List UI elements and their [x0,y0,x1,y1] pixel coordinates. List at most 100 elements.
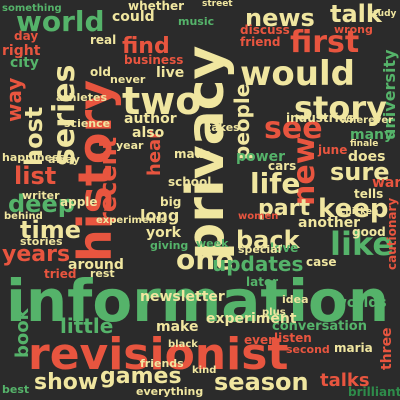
word-live: live [156,65,185,81]
word-industries: industries [286,111,354,125]
word-away: away [48,153,80,166]
word-time: time [20,216,81,244]
word-many: many [350,127,394,143]
word-one: one [176,243,235,276]
word-second: second [286,343,330,356]
word-experiments: experiments [96,215,167,226]
word-make: make [156,319,199,335]
word-friend: friend [240,35,281,49]
word-wherever: wherever [340,115,394,126]
word-book: book [12,308,33,358]
word-school: school [168,175,212,189]
word-information: information [6,267,390,335]
word-author: author [124,111,177,127]
word-keep: keep [318,194,389,224]
word-revisionist: revisionist [28,329,289,380]
word-also: also [132,125,165,141]
word-athletes: athletes [56,91,108,104]
word-science: science [64,117,111,130]
word-like: like [330,225,395,263]
word-finale: finale [350,139,379,149]
word-case: case [306,255,337,269]
word-later: later [246,275,279,289]
word-business: business [124,53,184,67]
word-takes: takes [206,121,240,134]
word-discuss: discuss [240,23,290,37]
word-black: black [168,339,198,350]
word-day: day [14,29,39,43]
word-plus: plus [262,307,286,318]
word-women: women [238,211,279,222]
word-happiness: happiness [2,151,66,164]
word-maria: maria [334,341,373,355]
word-brilliant: brilliant [348,385,400,399]
word-never: never [110,73,146,86]
word-years: years [2,242,71,267]
word-study: study [368,9,397,19]
word-right: right [2,43,41,59]
word-two: two [122,79,202,123]
word-friends: friends [140,357,184,370]
word-good: good [352,225,386,239]
word-wrong: wrong [334,23,373,36]
word-kind: kind [192,365,217,376]
word-writer: writer [22,189,60,202]
word-behind: behind [4,211,43,222]
word-conversation: conversation [272,319,367,334]
word-would: would [240,54,355,94]
word-first: first [290,25,360,60]
word-cautionary: cautionary [385,197,399,270]
word-apple: apple [60,195,98,209]
word-see: see [264,111,323,146]
word-experiment: experiment [206,311,297,327]
word-find: find [122,34,170,59]
word-games: games [100,364,182,389]
word-real: real [90,33,117,47]
word-june: june [318,143,348,157]
word-week: week [196,237,229,250]
word-talks: talks [320,370,370,391]
word-year: year [116,139,144,152]
word-back: back [236,226,300,254]
word-does: does [348,149,386,165]
word-newsletter: newsletter [140,289,225,305]
word-whether: whether [128,0,185,13]
word-listen: listen [274,331,312,345]
word-old: old [90,65,111,79]
word-power: power [236,149,285,165]
word-updates: updates [212,252,304,276]
word-love: love [270,241,299,255]
word-season: season [214,368,309,396]
word-something: something [2,3,62,14]
word-part: part [258,196,310,221]
word-around: around [68,257,124,273]
word-tells: tells [354,187,384,201]
word-big: big [160,195,182,209]
word-sure: sure [330,158,390,186]
word-street: street [202,0,233,9]
word-life: life [250,167,301,200]
word-city: city [10,55,39,71]
word-list: list [14,162,57,190]
word-york: york [146,225,181,241]
word-story: story [294,89,387,127]
word-way: way [2,77,26,122]
word-show: show [34,370,99,395]
word-idea: idea [282,293,309,306]
word-even: even [244,333,277,347]
word-tried: tried [44,267,77,281]
word-news: news [245,4,315,32]
word-war: war [372,175,400,191]
word-giving: giving [150,239,189,252]
word-music: music [178,15,215,28]
word-world: world [16,5,105,38]
word-made: made [174,147,212,161]
word-cars: cars [268,159,297,173]
word-worlds: worlds [334,295,387,311]
word-could: could [112,9,155,25]
word-everything: everything [136,385,204,398]
word-rest: rest [90,267,115,280]
word-deep: deep [8,190,75,218]
word-three: three [379,327,395,370]
